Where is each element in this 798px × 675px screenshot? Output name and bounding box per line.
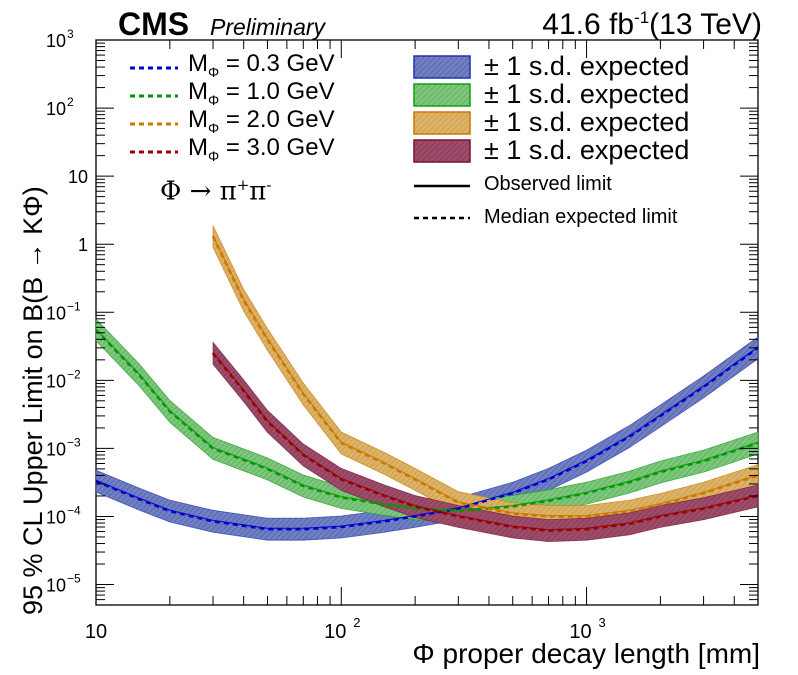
legend-band-3: ± 1 s.d. expected: [484, 135, 690, 165]
observed-line-series-1: [95, 328, 759, 511]
y-tick-label-1: 10: [46, 507, 66, 527]
legend-median-2: MΦ = 2.0 GeV: [188, 106, 335, 136]
legend-median-1: MΦ = 1.0 GeV: [188, 78, 335, 108]
y-tick-exp-0: −5: [67, 572, 81, 586]
y-axis-label: 95 % CL Upper Limit on B(B → KΦ): [18, 186, 48, 615]
observed-line-series-2: [212, 235, 759, 517]
x-tick-label-2: 10: [569, 621, 591, 643]
y-tick-label-6: 10: [68, 167, 88, 187]
legend-expected: Median expected limit: [484, 206, 678, 228]
legend-median-3: MΦ = 3.0 GeV: [188, 134, 335, 164]
luminosity-label: 41.6 fb-1(13 TeV): [542, 9, 762, 40]
legend-band-swatch-2: [413, 111, 471, 135]
expected-line-series-0: [95, 346, 759, 531]
y-tick-exp-2: −3: [67, 435, 81, 449]
y-tick-label-5: 1: [78, 235, 88, 255]
status-label: Preliminary: [210, 14, 326, 40]
y-tick-label-7: 10: [46, 99, 66, 119]
expected-line-series-1: [95, 328, 759, 513]
legend-band-swatch-0: [413, 55, 471, 79]
x-tick-exp-1: 2: [353, 615, 360, 630]
y-tick-label-8: 10: [46, 31, 66, 51]
y-tick-label-2: 10: [46, 439, 66, 459]
legend-band-swatch-1: [413, 83, 471, 107]
observed-line-series-0: [95, 346, 759, 529]
legend-observed: Observed limit: [484, 173, 612, 195]
y-tick-exp-3: −2: [67, 367, 81, 381]
process-minus: -: [266, 176, 272, 194]
legend-band-0: ± 1 s.d. expected: [484, 51, 690, 81]
legend-band-1: ± 1 s.d. expected: [484, 79, 690, 109]
x-tick-exp-2: 3: [599, 615, 606, 630]
lumi-exponent: -1: [634, 8, 650, 27]
y-tick-exp-4: −1: [67, 299, 81, 313]
x-axis-label: Φ proper decay length [mm]: [412, 638, 760, 669]
y-tick-exp-1: −4: [67, 503, 81, 517]
process-text: Φ → π: [160, 176, 237, 207]
legend-band-swatch-3: [413, 139, 471, 163]
band-series-3: [212, 341, 759, 543]
legend-band-2: ± 1 s.d. expected: [484, 107, 690, 137]
process-plus: +: [236, 176, 250, 194]
expected-line-series-3: [211, 352, 759, 532]
x-tick-label-0: 10: [85, 621, 107, 643]
legend-median-0: MΦ = 0.3 GeV: [188, 50, 335, 80]
observed-line-series-3: [212, 352, 759, 531]
x-tick-label-1: 10: [324, 621, 346, 643]
experiment-label: CMS: [118, 6, 190, 42]
process-annotation: Φ → π+π-: [160, 178, 271, 205]
energy-value: (13 TeV): [649, 8, 762, 41]
y-tick-label-0: 10: [46, 576, 66, 596]
y-tick-label-4: 10: [46, 303, 66, 323]
process-pi: π: [249, 176, 267, 207]
y-tick-exp-8: 3: [67, 27, 74, 41]
y-tick-label-3: 10: [46, 371, 66, 391]
lumi-value: 41.6 fb: [542, 8, 635, 41]
y-tick-exp-7: 2: [67, 95, 74, 109]
